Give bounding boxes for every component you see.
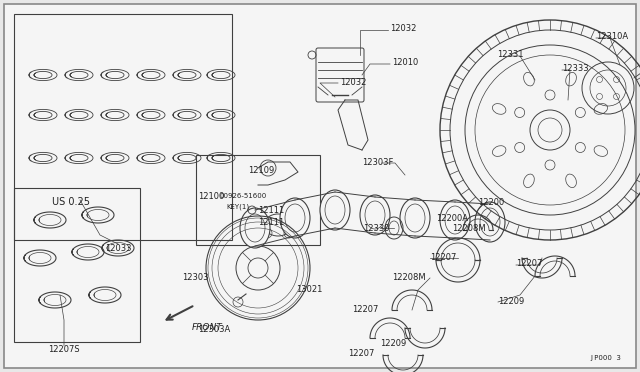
Text: 12109: 12109 [248, 166, 275, 174]
Text: 12209: 12209 [380, 340, 406, 349]
Text: KEY(1): KEY(1) [226, 204, 249, 210]
Text: 13021: 13021 [296, 285, 323, 295]
Ellipse shape [240, 208, 270, 248]
Text: J P000  3: J P000 3 [590, 355, 621, 361]
Text: FRONT: FRONT [192, 324, 223, 333]
Ellipse shape [280, 198, 310, 238]
Text: 12303F: 12303F [362, 157, 394, 167]
Text: 12207: 12207 [516, 260, 542, 269]
Text: US 0.25: US 0.25 [52, 197, 90, 207]
Text: 12303A: 12303A [198, 326, 230, 334]
Bar [196, 155, 320, 245]
Text: 12111: 12111 [258, 205, 284, 215]
Ellipse shape [475, 202, 505, 242]
Text: 12207: 12207 [348, 350, 374, 359]
Text: 12111: 12111 [258, 218, 284, 227]
Text: 12330: 12330 [363, 224, 389, 232]
Text: 12333: 12333 [562, 64, 589, 73]
Text: 12303: 12303 [182, 273, 209, 282]
Ellipse shape [400, 198, 430, 238]
Bar [14, 188, 140, 342]
Ellipse shape [320, 190, 350, 230]
Text: 12032: 12032 [340, 77, 366, 87]
Text: 12032: 12032 [390, 23, 417, 32]
Text: 12200A: 12200A [436, 214, 468, 222]
Text: 12208M: 12208M [452, 224, 486, 232]
Text: 12010: 12010 [392, 58, 419, 67]
Text: 12331: 12331 [497, 49, 524, 58]
Text: 12208M: 12208M [392, 273, 426, 282]
Ellipse shape [440, 200, 470, 240]
Text: 12207: 12207 [430, 253, 456, 263]
Text: 12207S: 12207S [48, 346, 80, 355]
Text: 12200: 12200 [478, 198, 504, 206]
Text: 12100: 12100 [198, 192, 224, 201]
Bar [14, 14, 232, 240]
Ellipse shape [360, 195, 390, 235]
Text: 12207: 12207 [352, 305, 378, 314]
Text: 12033: 12033 [105, 244, 131, 253]
Text: 12209: 12209 [498, 298, 524, 307]
Text: 00926-51600: 00926-51600 [220, 193, 268, 199]
Text: 12310A: 12310A [596, 32, 628, 41]
